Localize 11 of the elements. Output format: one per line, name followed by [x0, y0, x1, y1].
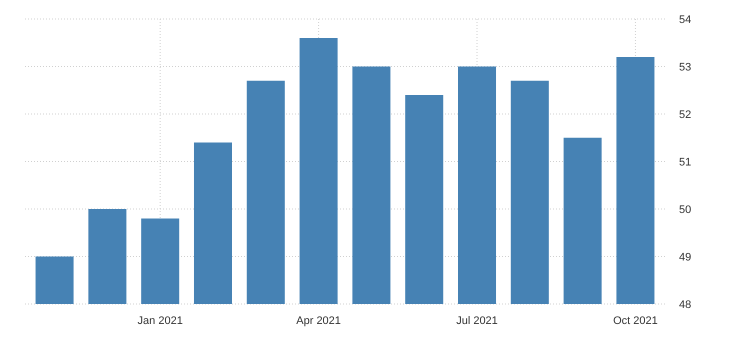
y-tick-label: 52 — [679, 108, 692, 121]
y-tick-label: 50 — [679, 204, 692, 216]
x-tick-label: Apr 2021 — [296, 315, 341, 327]
y-tick-label: 51 — [679, 156, 692, 168]
y-tick-label: 48 — [679, 298, 692, 311]
y-tick-label: 54 — [679, 14, 692, 26]
x-tick-label: Oct 2021 — [613, 315, 658, 327]
y-tick-label: 49 — [679, 251, 692, 264]
x-tick-label: Jul 2021 — [456, 315, 498, 327]
x-tick-label: Jan 2021 — [138, 315, 183, 327]
y-tick-label: 53 — [679, 61, 692, 74]
